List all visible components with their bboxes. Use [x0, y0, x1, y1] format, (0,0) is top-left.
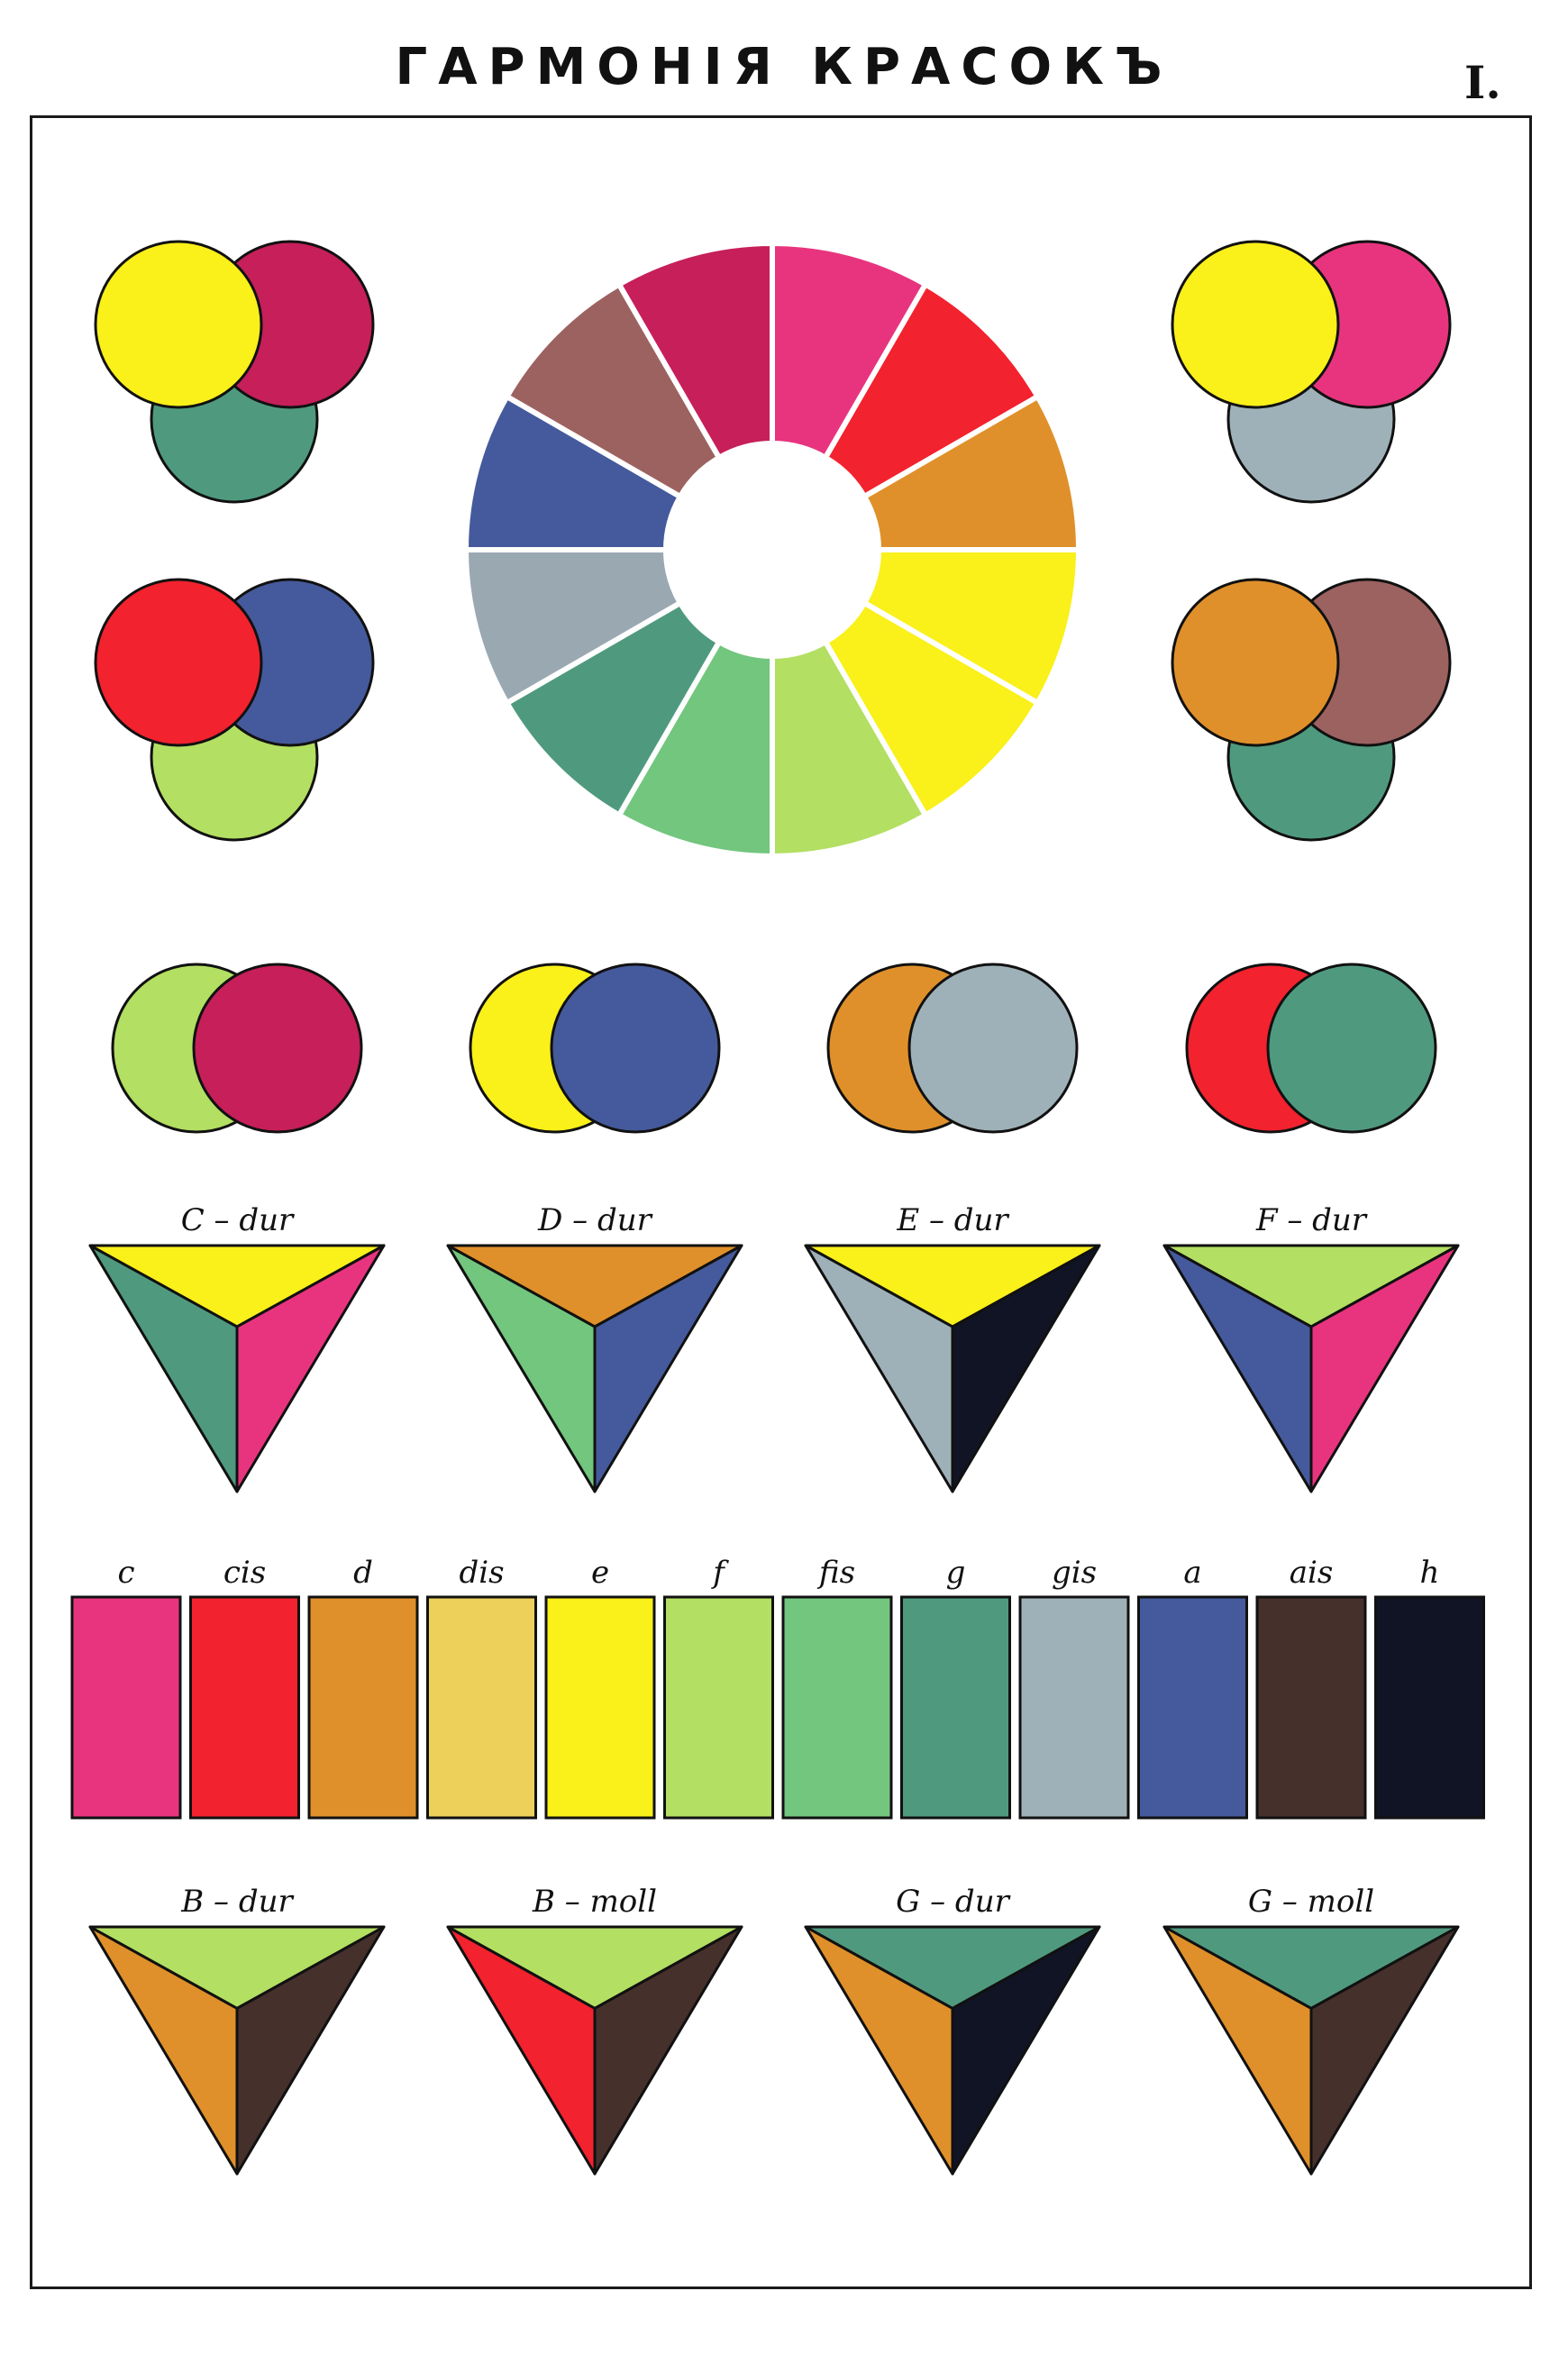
harmony-circle: [94, 240, 263, 409]
triangle-facet-right: [235, 1925, 386, 2176]
key-label: D – dur: [538, 1202, 652, 1238]
triangle-facet-right: [951, 1244, 1101, 1493]
note-swatch-dis: [426, 1595, 537, 1820]
harmony-circle: [94, 578, 263, 747]
wheel-segment: [503, 280, 724, 501]
note-label: ais: [1289, 1555, 1334, 1591]
key-label: G – moll: [1247, 1884, 1375, 1920]
note-swatch-c: [70, 1595, 182, 1820]
wheel-segment: [821, 280, 1042, 501]
note-swatch-ais: [1255, 1595, 1367, 1820]
note-label: e: [590, 1555, 610, 1591]
harmony-circle: [192, 963, 363, 1134]
note-swatch-a: [1137, 1595, 1248, 1820]
key-label: C – dur: [180, 1202, 294, 1238]
key-label: B – moll: [532, 1884, 658, 1920]
note-label: gis: [1051, 1555, 1098, 1591]
key-label: G – dur: [896, 1884, 1009, 1920]
note-label: c: [117, 1555, 135, 1591]
note-swatch-fis: [781, 1595, 893, 1820]
wheel-segment: [615, 638, 775, 860]
note-label: a: [1183, 1555, 1202, 1591]
note-swatch-g: [900, 1595, 1011, 1820]
harmony-circle: [907, 963, 1079, 1134]
wheel-segment: [462, 547, 684, 707]
wheel-segment: [770, 240, 930, 461]
key-label: E – dur: [897, 1202, 1008, 1238]
triangle-facet-right: [1309, 1244, 1460, 1493]
plate-frame: [30, 115, 1532, 2289]
triangle-facet-right: [951, 1925, 1101, 2176]
plate-title: ГАРМОНІЯ КРАСОКЪ: [395, 38, 1173, 96]
note-label: g: [945, 1555, 966, 1591]
note-label: d: [353, 1555, 373, 1591]
harmony-circle: [1171, 578, 1340, 747]
triangle-facet-right: [593, 1244, 743, 1493]
triangle-facet-right: [593, 1925, 743, 2176]
plate-number: I.: [1464, 56, 1501, 109]
wheel-segment: [821, 598, 1042, 819]
note-swatch-d: [307, 1595, 419, 1820]
note-swatch-gis: [1018, 1595, 1130, 1820]
note-swatch-f: [663, 1595, 774, 1820]
wheel-segment: [770, 638, 930, 860]
triangle-facet-right: [235, 1244, 386, 1493]
wheel-segment: [861, 392, 1082, 552]
wheel-segment: [861, 547, 1082, 707]
harmony-circle: [550, 963, 721, 1134]
wheel-segment: [615, 240, 775, 461]
note-label: dis: [459, 1555, 505, 1591]
wheel-segment: [462, 392, 684, 552]
note-swatch-e: [544, 1595, 656, 1820]
triangle-facet-right: [1309, 1925, 1460, 2176]
harmony-circle: [1266, 963, 1437, 1134]
note-label: h: [1419, 1555, 1440, 1591]
note-swatch-h: [1374, 1595, 1485, 1820]
note-label: fis: [818, 1555, 856, 1591]
note-label: f: [713, 1555, 725, 1591]
wheel-segment: [503, 598, 724, 819]
key-label: B – dur: [181, 1884, 293, 1920]
note-label: cis: [223, 1555, 267, 1591]
note-swatch-cis: [189, 1595, 300, 1820]
key-label: F – dur: [1255, 1202, 1367, 1238]
harmony-circle: [1171, 240, 1340, 409]
